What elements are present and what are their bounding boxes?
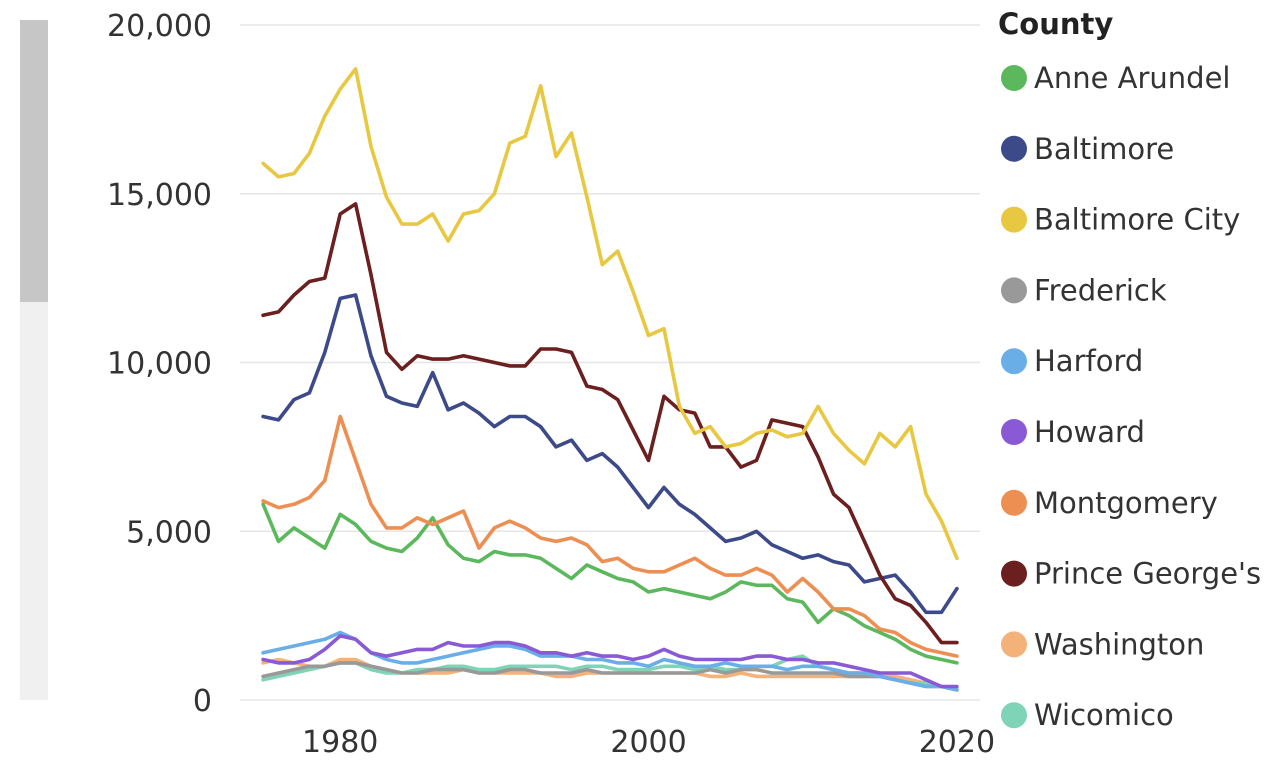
- legend-label: Harford: [1034, 344, 1143, 378]
- gridlines: [240, 24, 980, 701]
- legend-item[interactable]: Wicomico: [1001, 698, 1174, 732]
- y-tick-label: 5,000: [126, 515, 212, 550]
- legend-item[interactable]: Anne Arundel: [1001, 61, 1231, 95]
- series-line-howard: [261, 634, 959, 689]
- series-line-baltimore-city: [261, 67, 959, 561]
- legend-item[interactable]: Frederick: [1001, 273, 1167, 307]
- legend-label: Baltimore: [1034, 132, 1174, 166]
- legend-title: County: [998, 7, 1113, 41]
- legend-swatch: [1001, 277, 1027, 304]
- series-line-prince-george-s: [261, 202, 959, 645]
- legend-label: Howard: [1034, 415, 1145, 449]
- legend-item[interactable]: Baltimore: [1001, 132, 1174, 166]
- y-tick-label: 15,000: [107, 178, 212, 213]
- legend-label: Washington: [1034, 627, 1204, 661]
- legend-swatch: [1001, 702, 1027, 729]
- y-tick-label: 10,000: [107, 347, 212, 382]
- legend-item[interactable]: Montgomery: [1001, 486, 1218, 520]
- legend-item[interactable]: Prince George's: [1001, 557, 1261, 591]
- legend-swatch: [1001, 135, 1027, 162]
- y-tick-label: 0: [193, 684, 212, 719]
- legend-scrollbar[interactable]: [20, 20, 48, 700]
- legend-label: Montgomery: [1034, 486, 1218, 520]
- legend-swatch: [1001, 206, 1027, 233]
- legend-swatch: [1001, 560, 1027, 587]
- series-line-harford: [261, 630, 959, 692]
- series-line-baltimore: [261, 293, 959, 615]
- x-axis-ticks: 1980 2000 2020: [302, 725, 995, 760]
- x-tick-label: 2000: [610, 725, 686, 760]
- scrollbar-thumb[interactable]: [20, 20, 48, 302]
- series-lines: [261, 67, 959, 692]
- legend-swatch: [1001, 631, 1027, 658]
- series-line-montgomery: [261, 414, 959, 658]
- series-line-frederick: [261, 661, 959, 692]
- legend-label: Frederick: [1034, 273, 1167, 307]
- legend-item[interactable]: Washington: [1001, 627, 1204, 661]
- legend-label: Baltimore City: [1034, 203, 1240, 237]
- y-tick-label: 20,000: [107, 9, 212, 44]
- legend-swatch: [1001, 489, 1027, 516]
- legend-swatch: [1001, 419, 1027, 445]
- legend-item[interactable]: Harford: [1001, 344, 1143, 378]
- legend-label: Wicomico: [1034, 698, 1174, 732]
- y-axis-ticks: 0 5,000 10,000 15,000 20,000: [107, 9, 212, 719]
- legend-item[interactable]: Baltimore City: [1001, 203, 1240, 237]
- legend-item[interactable]: Howard: [1001, 415, 1145, 449]
- x-tick-label: 1980: [302, 725, 378, 760]
- legend-swatch: [1001, 348, 1027, 375]
- legend: County Anne Arundel Baltimore Baltimore Ci…: [998, 7, 1261, 732]
- legend-swatch: [1001, 65, 1027, 91]
- series-line-anne-arundel: [261, 502, 959, 665]
- legend-label: Anne Arundel: [1034, 61, 1231, 95]
- legend-label: Prince George's: [1034, 557, 1261, 591]
- x-tick-label: 2020: [919, 725, 995, 760]
